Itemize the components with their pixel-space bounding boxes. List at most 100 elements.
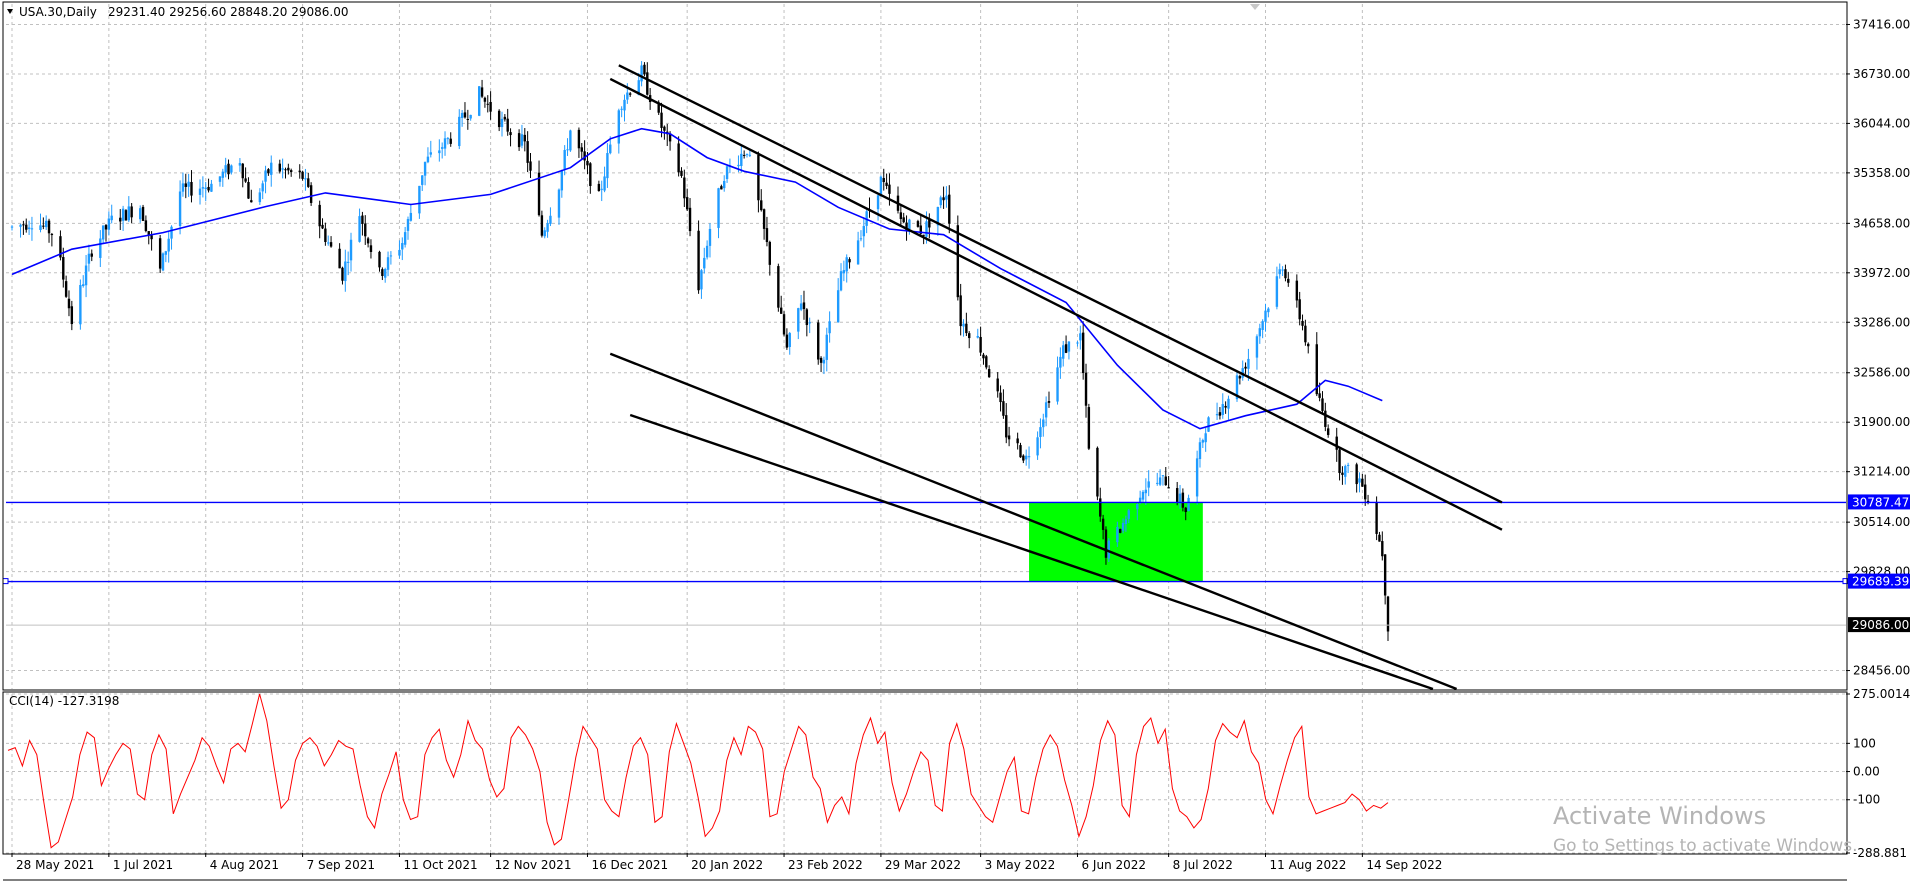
candle-body [700, 270, 703, 290]
candle-body [1076, 342, 1079, 344]
candle-body [82, 284, 85, 287]
level-labels: 30787.47 29689.39 29086.00 [1848, 494, 1910, 633]
candle-body [606, 153, 609, 179]
moving-average-line [11, 127, 1383, 430]
candle-body [942, 197, 945, 201]
candle-body [181, 183, 185, 192]
candle-body [440, 147, 444, 149]
candle-body [557, 189, 561, 218]
price-tick-label: 34658.00 [1853, 216, 1910, 230]
price-tick-label: 33972.00 [1853, 266, 1910, 280]
candle-body [201, 187, 205, 189]
candle-body [1204, 433, 1207, 443]
time-tick-label: 16 Dec 2021 [591, 858, 668, 872]
candle-body [1238, 376, 1242, 379]
candle-body [1175, 488, 1179, 502]
candle-body [287, 167, 290, 171]
candle-body [1016, 438, 1019, 444]
candle-body [409, 212, 413, 221]
candle-body [70, 306, 74, 325]
candle-body [629, 93, 632, 95]
candle-body [218, 176, 222, 182]
candle-body [845, 257, 848, 272]
candle-body [725, 166, 729, 180]
candle-body [1264, 310, 1267, 322]
candle-body [1295, 280, 1299, 301]
candle-body [224, 165, 227, 173]
candle-body [597, 183, 601, 192]
candle-body [366, 238, 370, 244]
candle-body [1059, 356, 1062, 368]
candle-body [1107, 540, 1111, 559]
candle-body [1047, 401, 1051, 403]
candle-body [1039, 427, 1042, 437]
candle-body [856, 240, 860, 265]
level-price-tag [1848, 494, 1910, 510]
candle-body [982, 354, 985, 359]
candle-body [537, 172, 541, 216]
candle-body [184, 183, 187, 187]
candle-body [278, 163, 281, 172]
channel-line [629, 413, 1434, 691]
candle-body [708, 228, 712, 246]
time-tick-label: 6 Jun 2022 [1081, 858, 1146, 872]
candle-body [925, 221, 928, 237]
candle-body [1315, 344, 1318, 395]
time-tick-label: 8 Jul 2022 [1173, 858, 1233, 872]
time-tick-label: 20 Jan 2022 [691, 858, 763, 872]
candle-body [1167, 487, 1170, 489]
candle-body [646, 72, 649, 95]
candle-body [104, 225, 108, 230]
candle-body [609, 144, 612, 154]
candle-body [1364, 484, 1367, 500]
candle-body [788, 333, 791, 348]
candle-body [936, 206, 940, 226]
candle-body [1067, 341, 1071, 352]
candle-body [158, 238, 162, 269]
candle-body [703, 257, 706, 269]
candle-body [1022, 455, 1025, 461]
time-tick-label: 1 Jul 2021 [113, 858, 173, 872]
candle-body [124, 210, 128, 221]
candle-body [119, 217, 122, 222]
candle-body [1207, 417, 1210, 432]
candle-body [828, 321, 831, 334]
candle-body [238, 162, 242, 166]
candle-body [207, 186, 210, 191]
candle-body [250, 200, 253, 203]
candle-body [1324, 410, 1327, 427]
candle-body [985, 356, 988, 368]
candle-body [663, 126, 666, 131]
candle-body [403, 232, 407, 245]
candle-body [1255, 336, 1259, 358]
time-tick-label: 11 Aug 2022 [1269, 858, 1346, 872]
candle-body [101, 225, 105, 240]
candle-body [520, 134, 524, 146]
candle-body [705, 245, 709, 258]
candle-body [198, 188, 202, 195]
level-price-tag [1848, 617, 1910, 633]
candle-body [945, 195, 948, 200]
candle-body [740, 153, 743, 166]
chart-menu-icon[interactable] [7, 9, 13, 14]
candle-body [720, 186, 723, 190]
candle-body [742, 154, 746, 156]
price-panel-frame [2, 1, 1848, 691]
candle-body [1007, 435, 1011, 440]
candle-body [765, 228, 769, 243]
candle-body [1158, 477, 1162, 485]
candle-body [230, 165, 233, 173]
candle-body [381, 269, 384, 276]
candle-body [1281, 269, 1284, 271]
time-tick-label: 3 May 2022 [985, 858, 1056, 872]
time-tick-label: 28 May 2021 [16, 858, 94, 872]
trend-channel-lines [609, 64, 1503, 691]
candle-body [1381, 541, 1384, 557]
candle-body [888, 184, 891, 194]
candle-body [284, 169, 287, 171]
candle-body [446, 138, 450, 140]
candle-body [1019, 445, 1022, 458]
candle-body [899, 212, 903, 220]
candle-body [1267, 308, 1270, 313]
